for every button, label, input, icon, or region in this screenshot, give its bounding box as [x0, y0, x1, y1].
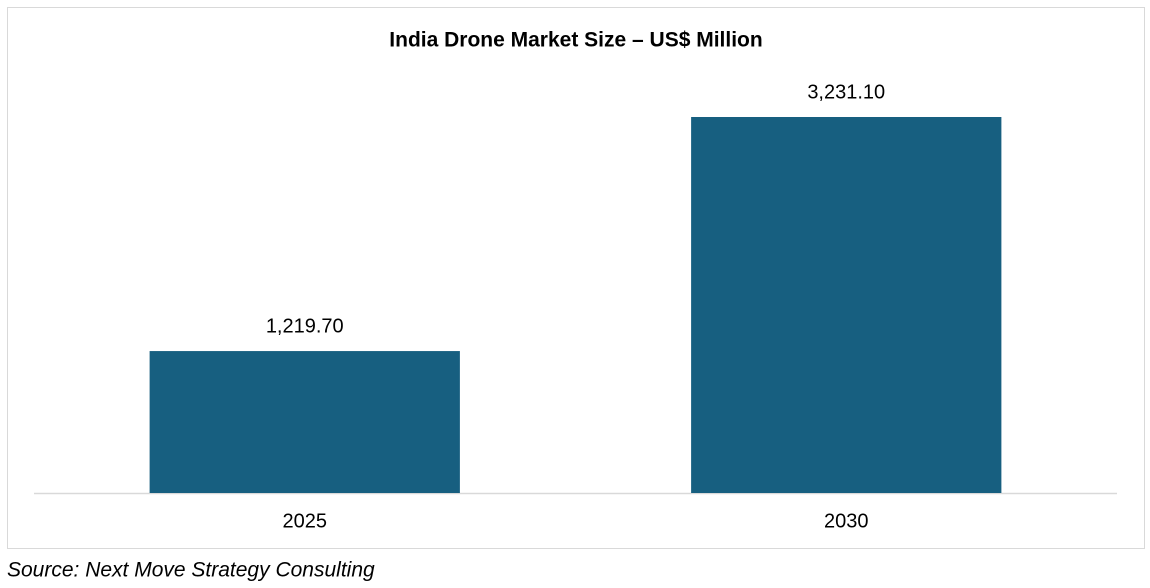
chart-title: India Drone Market Size – US$ Million [389, 29, 762, 52]
x-tick-label: 2030 [824, 510, 869, 532]
data-label: 3,231.10 [807, 81, 885, 103]
source-note: Source: Next Move Strategy Consulting [7, 559, 375, 582]
bar [691, 117, 1002, 493]
data-label: 1,219.70 [266, 315, 344, 337]
bar [149, 351, 460, 493]
x-tick-label: 2025 [283, 510, 328, 532]
